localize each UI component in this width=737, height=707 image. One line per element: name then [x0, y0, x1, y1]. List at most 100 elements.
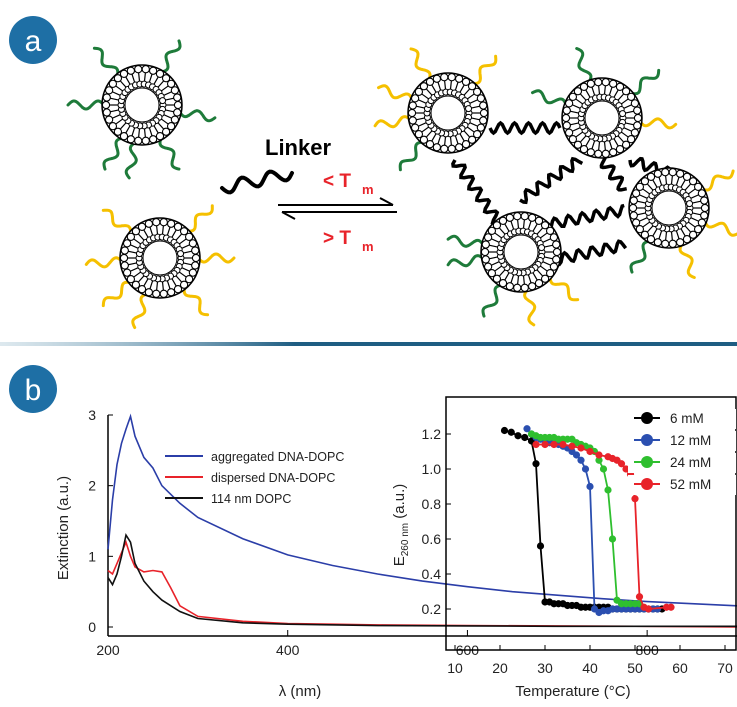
dna-strand: [185, 204, 214, 233]
lipid-head: [688, 177, 698, 186]
melting-chart-xlabel: Temperature (°C): [515, 683, 630, 700]
lipid-head: [675, 169, 685, 178]
data-point: [595, 451, 603, 459]
lipid-head: [188, 239, 198, 248]
data-point: [536, 542, 545, 550]
x-tick-label: 200: [96, 642, 120, 658]
dna-strand: [373, 115, 413, 129]
data-point: [667, 603, 675, 611]
melting-chart-ylabel-sub: 260 nm: [400, 523, 411, 556]
legend-label: aggregated DNA-DOPC: [211, 450, 344, 464]
lipid-vesicle: [101, 64, 183, 146]
lipid-head: [586, 148, 596, 157]
x-tick-label: 400: [276, 642, 300, 658]
lipid-head: [545, 269, 555, 278]
legend-label: dispersed DNA-DOPC: [211, 471, 335, 485]
lipid-head: [419, 135, 429, 144]
lipid-head: [122, 268, 132, 277]
lipid-head: [159, 218, 168, 227]
lipid-head: [564, 128, 574, 137]
lipid-head: [173, 222, 183, 231]
lipid-head: [408, 101, 417, 110]
dna-strand: [446, 234, 486, 248]
lipid-head: [102, 93, 111, 102]
lipid-head: [492, 274, 502, 283]
lipid-vesicle: [480, 211, 562, 293]
lipid-head: [483, 233, 493, 242]
legend-label: 52 mM: [670, 477, 711, 492]
lipid-head: [631, 189, 641, 198]
dna-strand: [629, 68, 661, 96]
lipid-head: [170, 86, 180, 95]
dna-strand: [409, 47, 432, 82]
equilibrium-arrows: [278, 197, 397, 220]
lipid-head: [564, 99, 574, 108]
lipid-head: [483, 262, 493, 271]
legend-bg: [628, 409, 736, 429]
lipid-head: [653, 238, 663, 247]
legend-label: 12 mM: [670, 433, 711, 448]
lipid-head: [476, 123, 486, 132]
lipid-head: [108, 79, 118, 88]
lipid-head: [161, 127, 171, 136]
data-point: [586, 447, 594, 456]
lipid-head: [527, 213, 537, 222]
panel-divider: [0, 342, 737, 346]
lipid-head: [170, 115, 180, 124]
lipid-head: [534, 216, 544, 225]
lipid-head: [633, 121, 642, 130]
dna-strand: [196, 252, 236, 264]
lipid-head: [615, 145, 625, 154]
lipid-head: [675, 238, 685, 247]
lipid-head: [520, 212, 529, 221]
dna-strand: [158, 136, 181, 171]
y-tick-label: 1: [88, 548, 96, 564]
data-point: [514, 432, 522, 440]
dna-strand: [101, 280, 133, 308]
lipid-head: [615, 82, 625, 91]
dna-strand: [84, 256, 124, 269]
lipid-head: [697, 218, 707, 227]
data-point: [622, 465, 630, 473]
x-tick-label: 70: [717, 660, 733, 676]
lipid-head: [410, 123, 420, 132]
lipid-head: [177, 250, 185, 258]
lipid-head: [141, 136, 150, 145]
lipid-head: [481, 240, 490, 249]
lipid-head: [119, 253, 129, 263]
legend-label: 6 mM: [670, 411, 704, 426]
lipid-head: [179, 280, 189, 289]
lipid-head: [410, 94, 420, 103]
data-point: [599, 465, 608, 473]
dna-strand: [101, 208, 133, 236]
reverse-condition: > T m: [323, 228, 374, 254]
lipid-head: [601, 149, 610, 158]
lipid-head: [487, 269, 497, 278]
lipid-head: [184, 275, 194, 284]
lipid-head: [646, 235, 656, 244]
reverse-condition-subscript: m: [362, 239, 374, 254]
lipid-head: [122, 239, 132, 248]
data-point: [507, 428, 515, 436]
data-point: [541, 440, 549, 449]
lipid-head: [454, 143, 464, 152]
lipid-head: [454, 74, 464, 83]
dna-strand: [638, 117, 678, 130]
lipid-head: [113, 127, 123, 136]
lipid-head: [104, 86, 114, 95]
lipid-head: [505, 213, 515, 222]
lipid-head: [166, 219, 176, 228]
lipid-head: [626, 135, 636, 144]
dna-strand: [678, 242, 696, 279]
lipid-head: [621, 87, 631, 96]
lipid-head: [608, 148, 618, 157]
forward-condition-subscript: m: [362, 182, 374, 197]
data-point: [572, 451, 581, 459]
lipid-head: [487, 226, 497, 235]
lipid-head: [568, 92, 578, 101]
dna-strand: [523, 287, 537, 327]
lipid-head: [447, 73, 456, 82]
dna-strand: [470, 54, 498, 86]
lipid-head: [472, 87, 482, 96]
melting-chart-legend: 6 mM 12 mM 24 mM 52 mM: [628, 409, 736, 495]
